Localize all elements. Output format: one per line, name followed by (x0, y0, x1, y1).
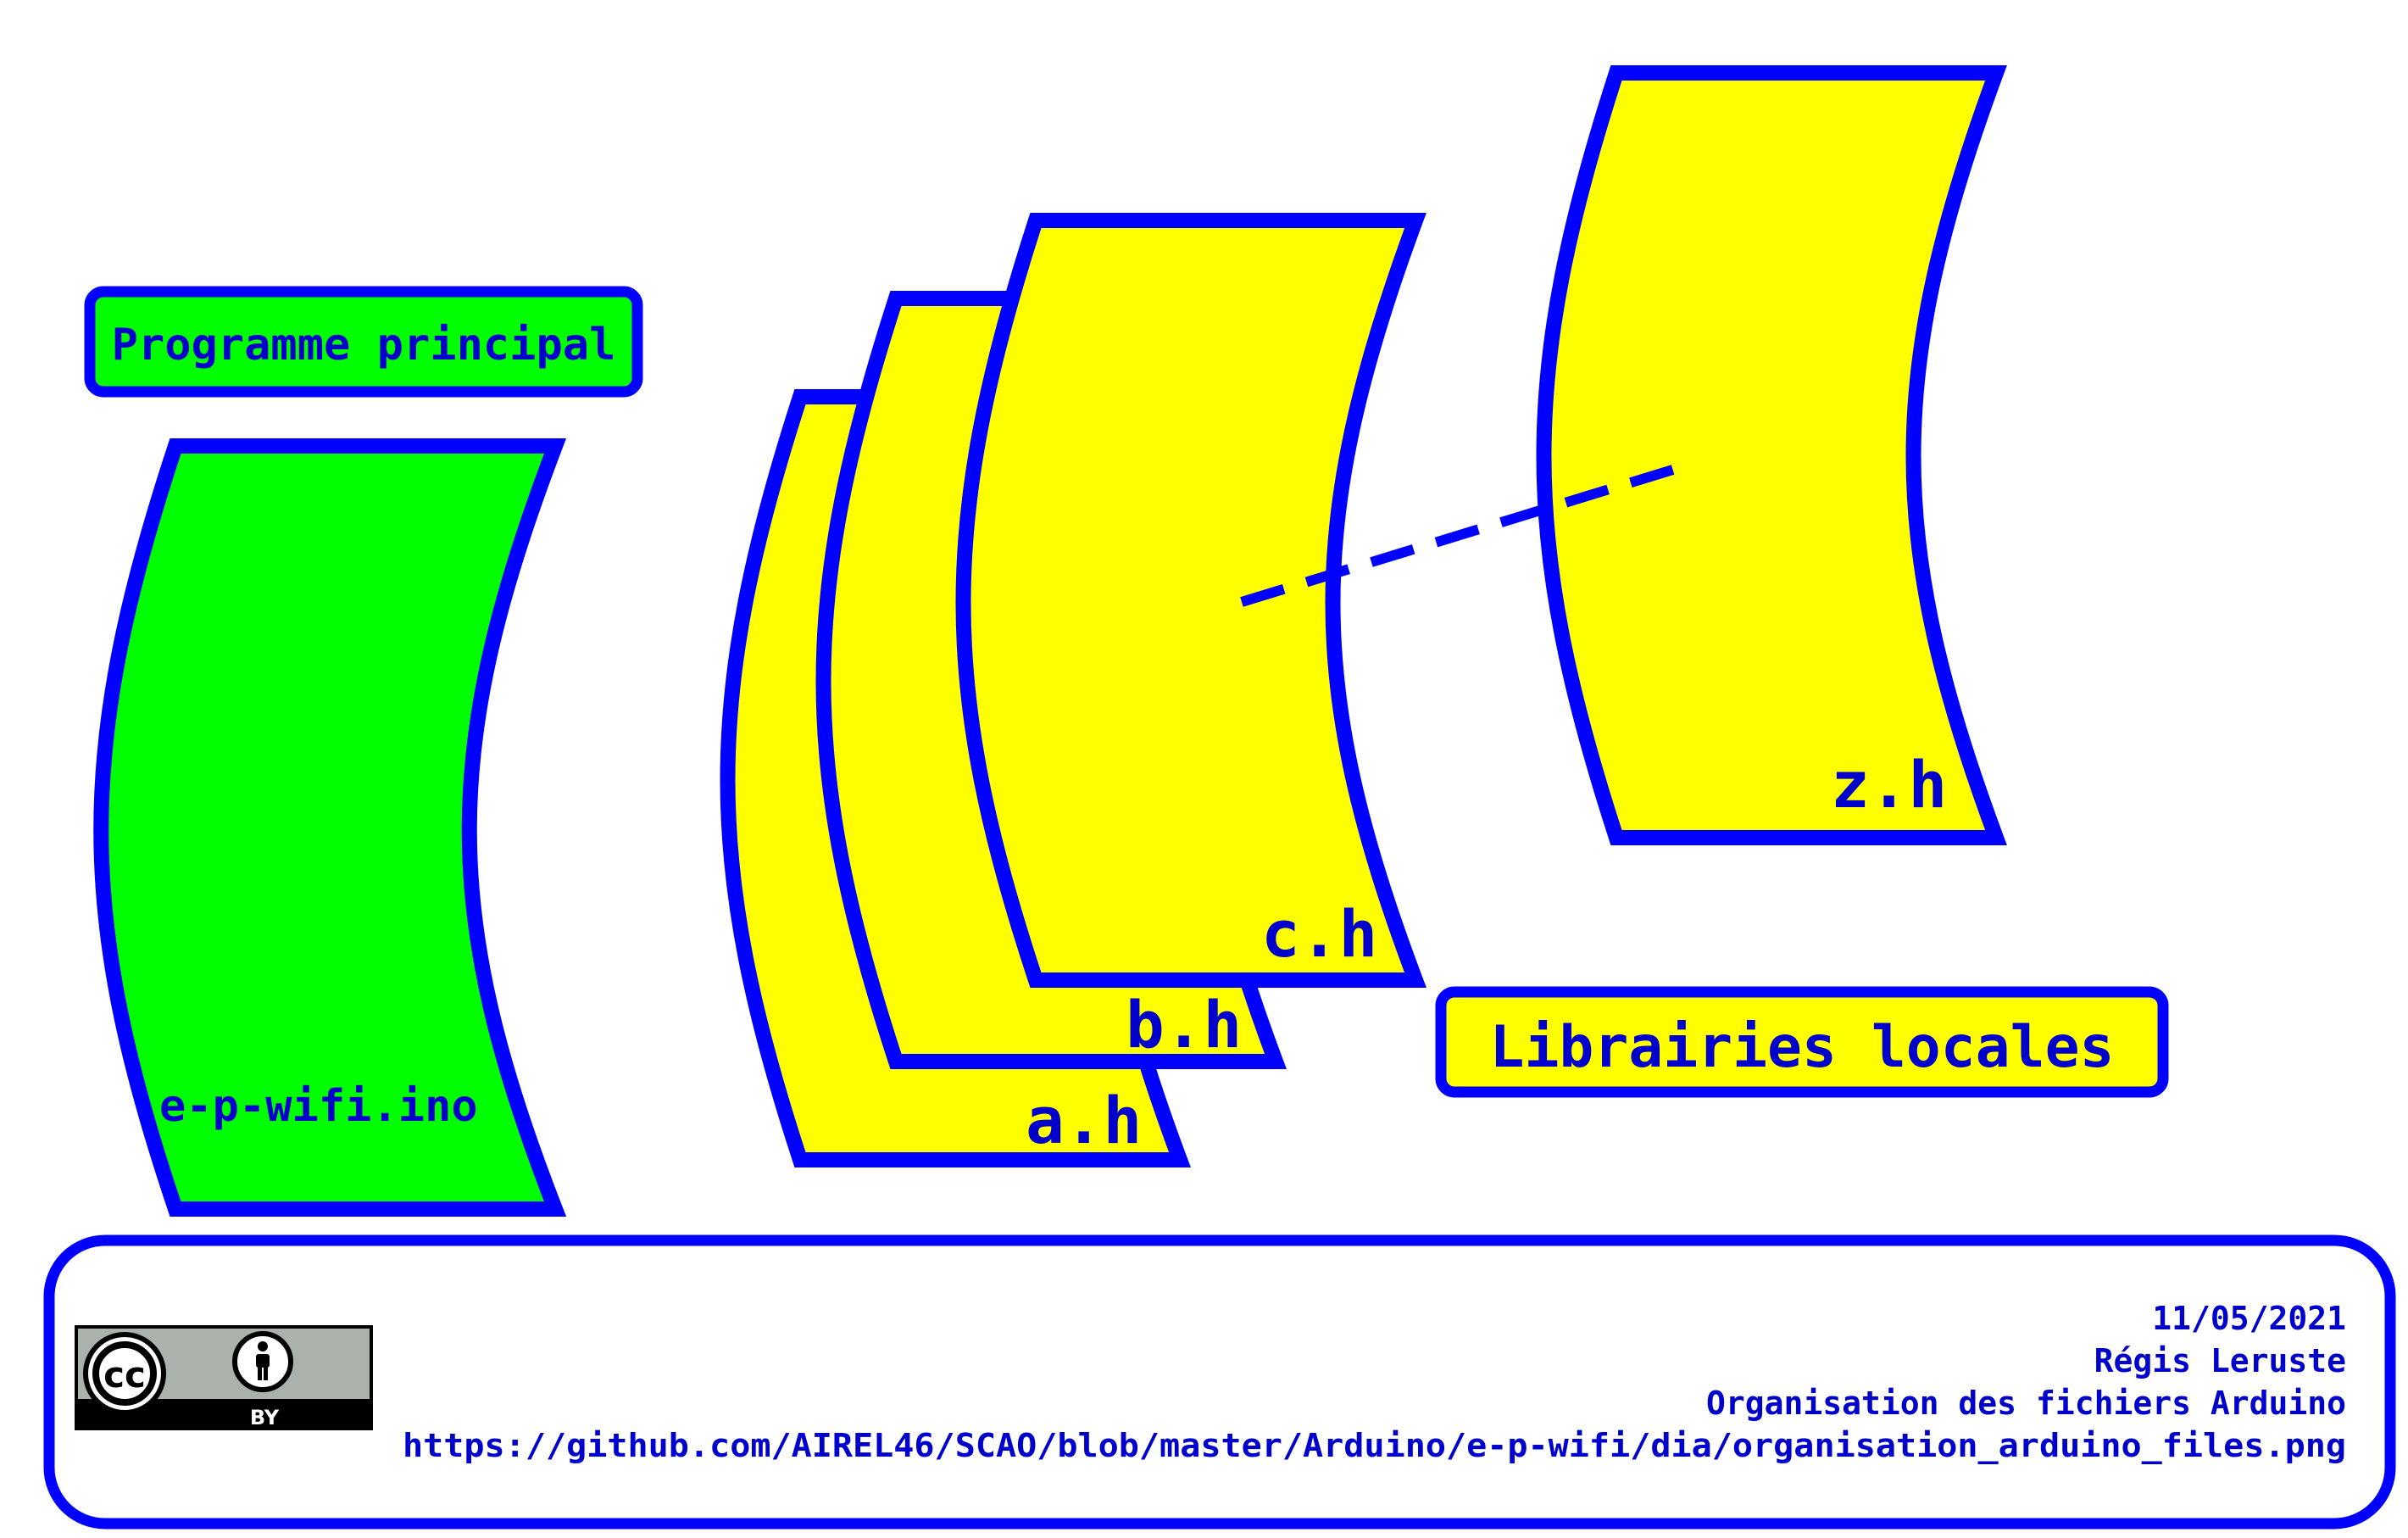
footer-url[interactable]: https://github.com/AIREL46/SCAO/blob/mas… (403, 1427, 2346, 1464)
library-stack: a.h b.h c.h z.h Librairies locales (720, 65, 2169, 1167)
local-libraries-title-box (1435, 986, 2169, 1098)
cc-by-badge-text: BY (250, 1406, 280, 1429)
local-libraries-title: Librairies locales (1490, 1014, 2115, 1081)
main-file-document (93, 438, 567, 1217)
main-file-label: e-p-wifi.ino (159, 1081, 478, 1132)
footer: cc BY 11/05/2021 Régis Leruste Organisat… (43, 1234, 2396, 1530)
library-file-b-label: b.h (1126, 987, 1242, 1062)
library-file-c (955, 213, 1427, 988)
cc-mark: cc (103, 1354, 146, 1396)
footer-title: Organisation des fichiers Arduino (1706, 1385, 2346, 1422)
main-program-title: Programme principal (112, 320, 616, 371)
ellipsis-dashed-connector (1240, 463, 1680, 607)
main-program-title-box (84, 286, 643, 398)
cc-by-license-icon: cc BY (75, 1325, 373, 1430)
footer-author: Régis Leruste (2094, 1342, 2346, 1379)
library-file-a-label: a.h (1026, 1083, 1142, 1158)
footer-frame (43, 1234, 2396, 1530)
library-file-c-label: c.h (1261, 896, 1377, 972)
library-file-z-label: z.h (1831, 747, 1947, 822)
library-file-z (1536, 65, 2007, 845)
footer-date: 11/05/2021 (2152, 1300, 2346, 1337)
main-program-group: Programme principal e-p-wifi.ino (84, 286, 643, 1217)
